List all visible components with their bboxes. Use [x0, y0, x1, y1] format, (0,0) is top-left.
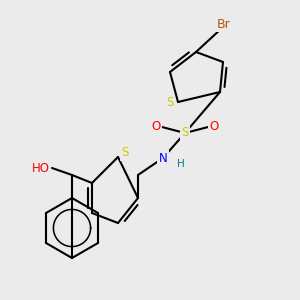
Text: S: S	[121, 146, 129, 160]
Text: S: S	[181, 127, 189, 140]
Text: HO: HO	[32, 161, 50, 175]
Text: N: N	[159, 152, 167, 164]
Text: Br: Br	[217, 17, 231, 31]
Text: S: S	[166, 97, 174, 110]
Text: O: O	[209, 119, 219, 133]
Text: H: H	[177, 159, 185, 169]
Text: O: O	[152, 119, 160, 133]
